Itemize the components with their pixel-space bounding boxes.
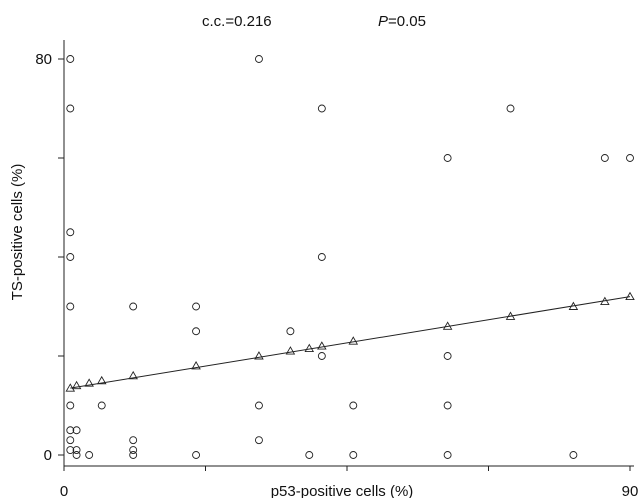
x-tick-label: 0 — [60, 483, 68, 498]
data-point-circle — [129, 436, 138, 445]
y-tick-label: 0 — [44, 447, 52, 464]
data-point-circle — [129, 446, 138, 454]
data-point-circle — [255, 436, 263, 445]
data-point-circle — [129, 451, 138, 459]
fitted-point-triangle — [317, 341, 327, 350]
data-point-circle — [192, 327, 201, 336]
fitted-point-triangle — [84, 378, 94, 387]
p-annotation-value: =0.05 — [388, 13, 426, 30]
data-point-circle — [192, 451, 201, 459]
data-marks — [65, 55, 635, 459]
p-annotation: P=0.05 — [378, 13, 426, 30]
x-tick-label: 90 — [622, 483, 639, 498]
data-point-circle — [129, 302, 138, 311]
fitted-point-triangle — [128, 370, 138, 380]
data-point-circle — [349, 451, 358, 459]
data-point-circle — [72, 426, 81, 435]
data-point-circle — [569, 451, 578, 459]
data-point-circle — [317, 352, 326, 360]
data-point-circle — [66, 436, 75, 445]
data-point-circle — [443, 154, 452, 162]
data-point-circle — [255, 401, 263, 410]
fitted-point-triangle — [96, 375, 107, 385]
fitted-point-triangle — [304, 343, 315, 353]
fitted-point-triangle — [625, 291, 635, 301]
data-point-circle — [506, 104, 515, 113]
cc-annotation: c.c.=0.216 — [202, 13, 272, 30]
data-point-circle — [192, 302, 201, 311]
data-point-circle — [443, 451, 452, 459]
data-point-circle — [66, 104, 75, 113]
data-point-circle — [255, 55, 263, 63]
data-point-circle — [66, 302, 75, 311]
fitted-point-triangle — [568, 301, 579, 310]
data-point-circle — [305, 451, 314, 459]
data-point-circle — [317, 253, 326, 261]
data-point-circle — [443, 401, 452, 410]
data-point-circle — [626, 154, 634, 162]
p-annotation-label: P — [378, 13, 388, 30]
x-axis-label: p53-positive cells (%) — [271, 483, 414, 498]
data-point-circle — [600, 154, 609, 162]
data-point-circle — [66, 228, 75, 237]
data-point-circle — [66, 426, 75, 435]
y-axis-label: TS-positive cells (%) — [9, 164, 26, 301]
data-point-circle — [66, 55, 75, 63]
fitted-point-triangle — [191, 360, 201, 370]
data-point-circle — [97, 401, 106, 410]
fitted-point-triangle — [71, 380, 82, 390]
data-point-circle — [317, 104, 326, 113]
data-point-circle — [66, 253, 75, 261]
fitted-point-triangle — [348, 336, 359, 345]
fitted-point-triangle — [442, 321, 453, 330]
data-point-circle — [66, 401, 75, 410]
data-point-circle — [286, 327, 295, 336]
fitted-point-triangle — [505, 311, 516, 320]
fitted-point-triangle — [600, 296, 610, 305]
fitted-point-triangle — [65, 383, 76, 392]
axes: 0 80 0 90 — [35, 40, 638, 498]
fitted-point-triangle — [254, 351, 264, 360]
data-point-circle — [66, 446, 75, 454]
data-point-circle — [443, 352, 452, 360]
data-point-circle — [72, 451, 81, 459]
y-tick-label: 80 — [35, 51, 52, 68]
data-point-circle — [85, 451, 94, 459]
data-point-circle — [72, 446, 81, 454]
fitted-point-triangle — [285, 346, 296, 355]
data-point-circle — [349, 401, 358, 410]
